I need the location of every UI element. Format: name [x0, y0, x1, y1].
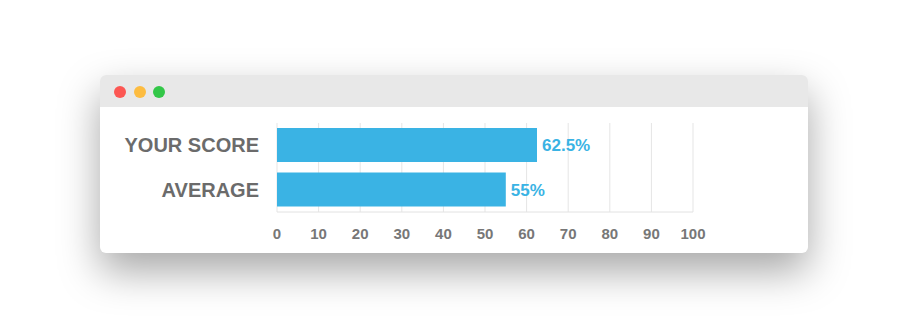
svg-text:60: 60	[518, 225, 535, 242]
svg-text:70: 70	[560, 225, 577, 242]
svg-text:20: 20	[352, 225, 369, 242]
svg-text:62.5%: 62.5%	[542, 136, 590, 155]
svg-text:50: 50	[477, 225, 494, 242]
svg-text:80: 80	[601, 225, 618, 242]
svg-text:90: 90	[643, 225, 660, 242]
svg-text:10: 10	[310, 225, 327, 242]
svg-text:0: 0	[273, 225, 281, 242]
svg-text:40: 40	[435, 225, 452, 242]
svg-text:AVERAGE: AVERAGE	[162, 179, 259, 201]
svg-text:100: 100	[680, 225, 705, 242]
svg-text:YOUR SCORE: YOUR SCORE	[125, 134, 259, 156]
svg-text:30: 30	[393, 225, 410, 242]
svg-text:55%: 55%	[511, 181, 545, 200]
